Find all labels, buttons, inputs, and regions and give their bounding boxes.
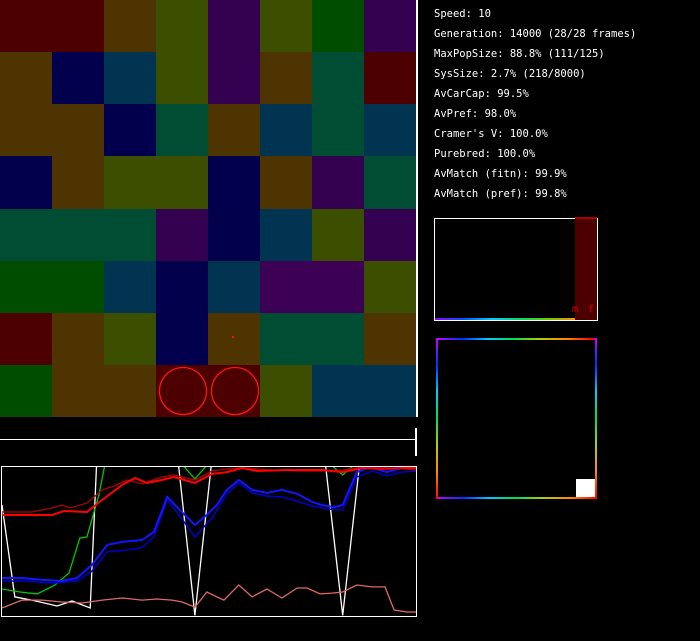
- map-cell: [156, 0, 208, 53]
- map-cell: [208, 156, 260, 209]
- map-cell: [52, 312, 104, 365]
- map-cell: [0, 104, 52, 157]
- map-cell: [104, 208, 156, 261]
- map-cell: [208, 364, 260, 417]
- map-cell: [156, 312, 208, 365]
- map-cell: [104, 52, 156, 105]
- map-cell: [364, 364, 416, 417]
- chart-series-blue-dark: [2, 470, 416, 584]
- map-cell: [0, 208, 52, 261]
- map-cell: [312, 260, 364, 313]
- map-cell: [260, 260, 312, 313]
- map-cell: [52, 364, 104, 417]
- stats-line: AvCarCap: 99.5%: [434, 88, 529, 100]
- map-cell: [104, 156, 156, 209]
- map-cell: [156, 52, 208, 105]
- map-cell: [208, 260, 260, 313]
- map-cell: [312, 52, 364, 105]
- map-cell: [0, 260, 52, 313]
- map-cell: [156, 156, 208, 209]
- history-chart-plot: [2, 467, 416, 616]
- map-cell: [208, 208, 260, 261]
- chart-series-salmon: [2, 584, 416, 613]
- map-cell: [52, 260, 104, 313]
- map-cell: [312, 104, 364, 157]
- map-cell: [208, 104, 260, 157]
- map-cell: [260, 0, 312, 53]
- map-cell: [156, 208, 208, 261]
- map-cell: [52, 156, 104, 209]
- map-cell: [260, 208, 312, 261]
- map-cell: [0, 156, 52, 209]
- map-cell: [52, 104, 104, 157]
- stats-line: AvMatch (fitn): 99.9%: [434, 168, 567, 180]
- map-cell: [104, 260, 156, 313]
- map-cell: [52, 52, 104, 105]
- map-cell: [52, 208, 104, 261]
- map-cell: [312, 0, 364, 53]
- map-cell: [208, 312, 260, 365]
- map-cell: [0, 52, 52, 105]
- map-cell: [0, 312, 52, 365]
- stats-line: Generation: 14000 (28/28 frames): [434, 28, 637, 40]
- territory-map-grid: [0, 0, 416, 417]
- map-cell: [364, 52, 416, 105]
- map-cell: [0, 364, 52, 417]
- map-cell: [156, 104, 208, 157]
- map-cell: [260, 312, 312, 365]
- map-cell: [364, 208, 416, 261]
- map-cell: [312, 156, 364, 209]
- trait-space-box: [436, 338, 597, 499]
- stats-line: Purebred: 100.0%: [434, 148, 536, 160]
- trait-border-top: [436, 338, 597, 340]
- map-cell: [156, 260, 208, 313]
- map-cell: [312, 312, 364, 365]
- map-cell: [312, 364, 364, 417]
- sex-histogram-box: m f: [434, 217, 598, 321]
- trait-border-bottom: [436, 497, 597, 499]
- map-cell: [52, 0, 104, 53]
- timeline-cursor[interactable]: [415, 428, 417, 456]
- chart-series-blue-main: [2, 467, 416, 583]
- stats-line: MaxPopSize: 88.8% (111/125): [434, 48, 605, 60]
- map-cell: [156, 364, 208, 417]
- stats-line: Cramer's V: 100.0%: [434, 128, 548, 140]
- stats-line: AvMatch (pref): 99.8%: [434, 188, 567, 200]
- map-cell: [364, 104, 416, 157]
- chart-series-red-main: [2, 467, 416, 516]
- stats-line: Speed: 10: [434, 8, 491, 20]
- map-cell: [104, 0, 156, 53]
- map-cell: [260, 104, 312, 157]
- map-cell: [208, 52, 260, 105]
- map-cell: [0, 0, 52, 53]
- history-chart: [1, 466, 417, 617]
- map-cell: [260, 52, 312, 105]
- stats-line: SysSize: 2.7% (218/8000): [434, 68, 586, 80]
- chart-series-white: [2, 467, 360, 616]
- timeline-track[interactable]: [0, 439, 417, 440]
- map-cell: [260, 156, 312, 209]
- chart-series-green: [2, 467, 353, 595]
- trait-border-left: [436, 338, 438, 499]
- map-cell: [364, 156, 416, 209]
- stats-panel: Speed: 10 Generation: 14000 (28/28 frames…: [434, 4, 636, 204]
- map-cell: [104, 312, 156, 365]
- map-cell: [104, 104, 156, 157]
- map-cell: [364, 260, 416, 313]
- map-cell: [208, 0, 260, 53]
- map-cell: [260, 364, 312, 417]
- trait-cluster-marker: [576, 479, 595, 497]
- map-cell: [312, 208, 364, 261]
- histogram-bar: [575, 217, 597, 320]
- stats-line: AvPref: 98.0%: [434, 108, 517, 120]
- map-cell: [364, 0, 416, 53]
- trait-border-right: [595, 338, 597, 499]
- histogram-mf-label: m f: [571, 304, 596, 315]
- map-cell: [104, 364, 156, 417]
- histogram-species-axis-strip: [435, 318, 575, 320]
- map-right-border-line: [416, 0, 418, 417]
- map-cell: [364, 312, 416, 365]
